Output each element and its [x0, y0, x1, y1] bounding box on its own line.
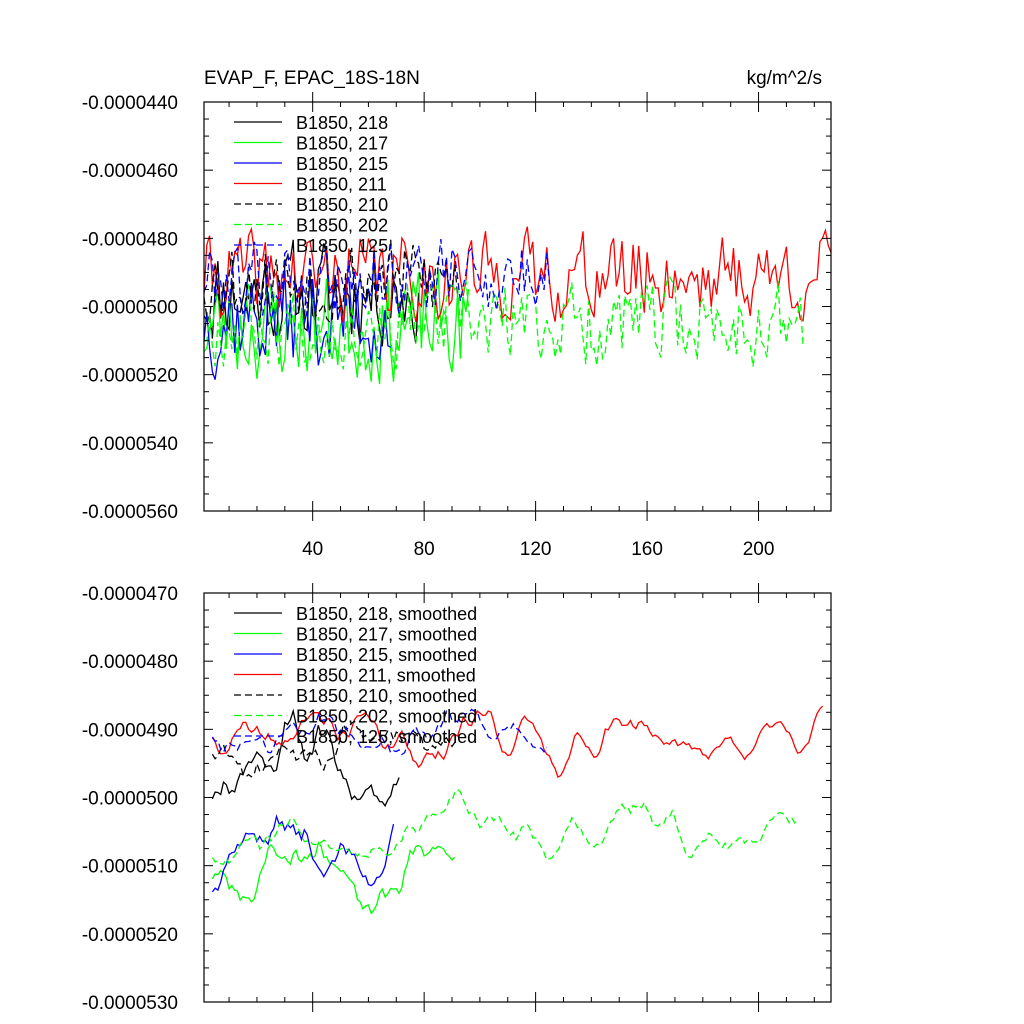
series-line-3 [211, 814, 395, 893]
y-tick-label: -0.0000500 [82, 789, 178, 810]
bottom-axes: -0.0000470 -0.0000480 -0.0000490 -0.0000500… [82, 583, 831, 1014]
top-axes: -0.0000440 -0.0000460 -0.0000480 -0.0000500… [82, 92, 831, 560]
series-line-4 [203, 226, 832, 323]
series-line-5 [203, 239, 459, 324]
x-tick-label: 120 [520, 539, 552, 560]
legend-label: B1850, 210 [296, 195, 388, 215]
legend-label: B1850, 202, smoothed [296, 707, 477, 727]
legend-label: B1850, 210, smoothed [296, 686, 477, 706]
legend-label: B1850, 125, smoothed [296, 727, 477, 747]
series-line-7 [203, 239, 551, 316]
y-tick-label: -0.0000440 [82, 93, 178, 114]
y-tick-label: -0.0000530 [82, 993, 178, 1014]
legend-label: B1850, 218, smoothed [296, 604, 477, 624]
legend-label: B1850, 211 [296, 175, 387, 195]
y-tick-label: -0.0000480 [82, 652, 178, 673]
series-line-2 [203, 269, 470, 385]
series-line-1 [203, 239, 420, 347]
y-tick-label: -0.0000470 [82, 584, 178, 605]
series-line-6 [203, 274, 804, 370]
legend-label: B1850, 125 [296, 236, 388, 256]
x-tick-label: 40 [302, 539, 323, 560]
series-line-2 [211, 841, 456, 915]
legend-label: B1850, 217 [296, 134, 388, 154]
series-line-6 [211, 788, 799, 866]
y-tick-label: -0.0000480 [82, 229, 178, 250]
series-line-1 [211, 708, 400, 808]
y-tick-label: -0.0000540 [82, 434, 178, 455]
x-tick-label: 160 [631, 539, 663, 560]
legend-label: B1850, 217, smoothed [296, 625, 477, 645]
bottom-panel: -0.0000470 -0.0000480 -0.0000490 -0.0000500… [82, 583, 832, 1014]
top-series-group [203, 226, 832, 385]
top-panel: EVAP_F, EPAC_18S-18N kg/m^2/s -0.0000440… [82, 68, 832, 560]
units-label: kg/m^2/s [747, 68, 822, 89]
legend-label: B1850, 215 [296, 154, 388, 174]
legend-label: B1850, 218 [296, 113, 388, 133]
y-tick-label: -0.0000520 [82, 366, 178, 387]
series-line-7 [211, 708, 548, 756]
y-tick-label: -0.0000460 [82, 161, 178, 182]
y-tick-label: -0.0000490 [82, 720, 178, 741]
legend-label: B1850, 215, smoothed [296, 645, 477, 665]
y-tick-label: -0.0000510 [82, 857, 178, 878]
series-line-4 [211, 705, 824, 779]
legend-label: B1850, 211, smoothed [296, 666, 476, 686]
y-tick-label: -0.0000520 [82, 925, 178, 946]
y-tick-label: -0.0000560 [82, 502, 178, 523]
series-line-5 [211, 720, 459, 778]
bottom-series-group [211, 705, 824, 915]
y-tick-label: -0.0000500 [82, 298, 178, 319]
chart-title: EVAP_F, EPAC_18S-18N [204, 68, 420, 89]
x-tick-label: 80 [414, 539, 435, 560]
x-tick-label: 200 [743, 539, 775, 560]
legend-label: B1850, 202 [296, 216, 388, 236]
